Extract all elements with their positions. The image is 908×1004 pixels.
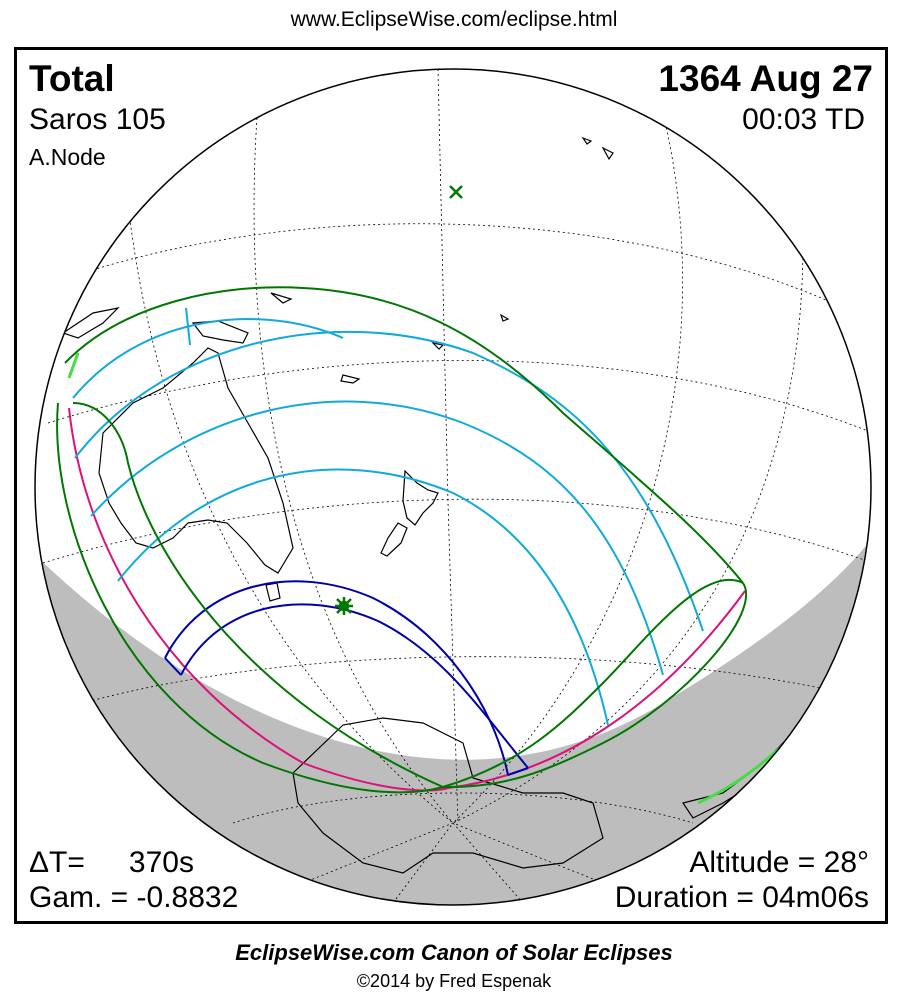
globe-outline xyxy=(34,68,872,906)
delta-t-value: 370s xyxy=(128,846,194,879)
page-url: www.EclipseWise.com/eclipse.html xyxy=(290,8,618,31)
footer-copyright: ©2014 by Fred Espenak xyxy=(356,971,552,991)
penumbral-limits xyxy=(56,286,748,794)
footer-title: EclipseWise.com Canon of Solar Eclipses xyxy=(235,940,673,965)
delta-t-label: ΔT= xyxy=(29,846,85,879)
globe-disk xyxy=(35,69,871,905)
duration-value: Duration = 04m06s xyxy=(614,881,869,914)
eclipse-type: Total xyxy=(29,58,115,99)
node-label: A.Node xyxy=(29,144,106,170)
central-eclipse-path xyxy=(164,580,529,776)
sunrise-sunset-curve xyxy=(68,407,746,792)
magnitude-curves xyxy=(72,307,704,726)
gamma-value: Gam. = -0.8832 xyxy=(29,881,239,914)
altitude-value: Altitude = 28° xyxy=(689,846,869,879)
night-shade xyxy=(35,523,871,905)
subsolar-point-marker xyxy=(449,185,463,199)
greatest-eclipse-marker xyxy=(335,597,353,615)
delta-t: ΔT= 370s xyxy=(29,848,194,878)
saros-number: Saros 105 xyxy=(29,103,166,136)
eclipse-map-frame: Total 1364 Aug 27 Saros 105 00:03 TD A.N… xyxy=(14,47,888,924)
graticule-grid xyxy=(42,69,871,904)
eclipse-date: 1364 Aug 27 xyxy=(658,58,873,99)
eclipse-globe-map xyxy=(34,68,872,906)
penumbral-north-limit-green xyxy=(67,352,80,379)
eclipse-time: 00:03 TD xyxy=(742,103,865,136)
